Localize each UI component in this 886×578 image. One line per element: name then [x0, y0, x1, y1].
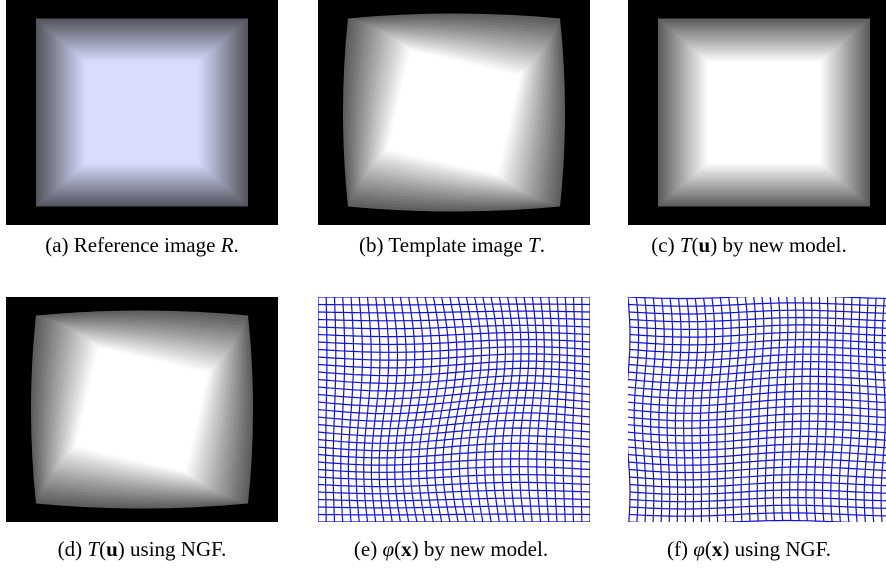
panel-b-graphic [318, 0, 590, 225]
caption-b: (b) Template image T. [359, 233, 545, 257]
panel-a-graphic [6, 0, 278, 225]
panel-e-grid [318, 297, 590, 522]
panel-f-grid [628, 297, 886, 522]
caption-f: (f) φ(x) using NGF. [667, 537, 831, 561]
caption-c: (c) T(u) by new model. [651, 233, 847, 257]
panel-b-image [318, 0, 590, 225]
panel-c-graphic [628, 0, 886, 225]
panel-e-graphic [318, 297, 590, 522]
caption-e: (e) φ(x) by new model. [353, 537, 549, 561]
panel-d-image [6, 297, 278, 522]
panel-a-image [6, 0, 278, 225]
panel-f-graphic [628, 297, 886, 522]
caption-d: (d) T(u) using NGF. [57, 537, 227, 561]
panel-c-image [628, 0, 886, 225]
caption-a: (a) Reference image R. [45, 233, 239, 257]
panel-d-graphic [6, 297, 278, 522]
